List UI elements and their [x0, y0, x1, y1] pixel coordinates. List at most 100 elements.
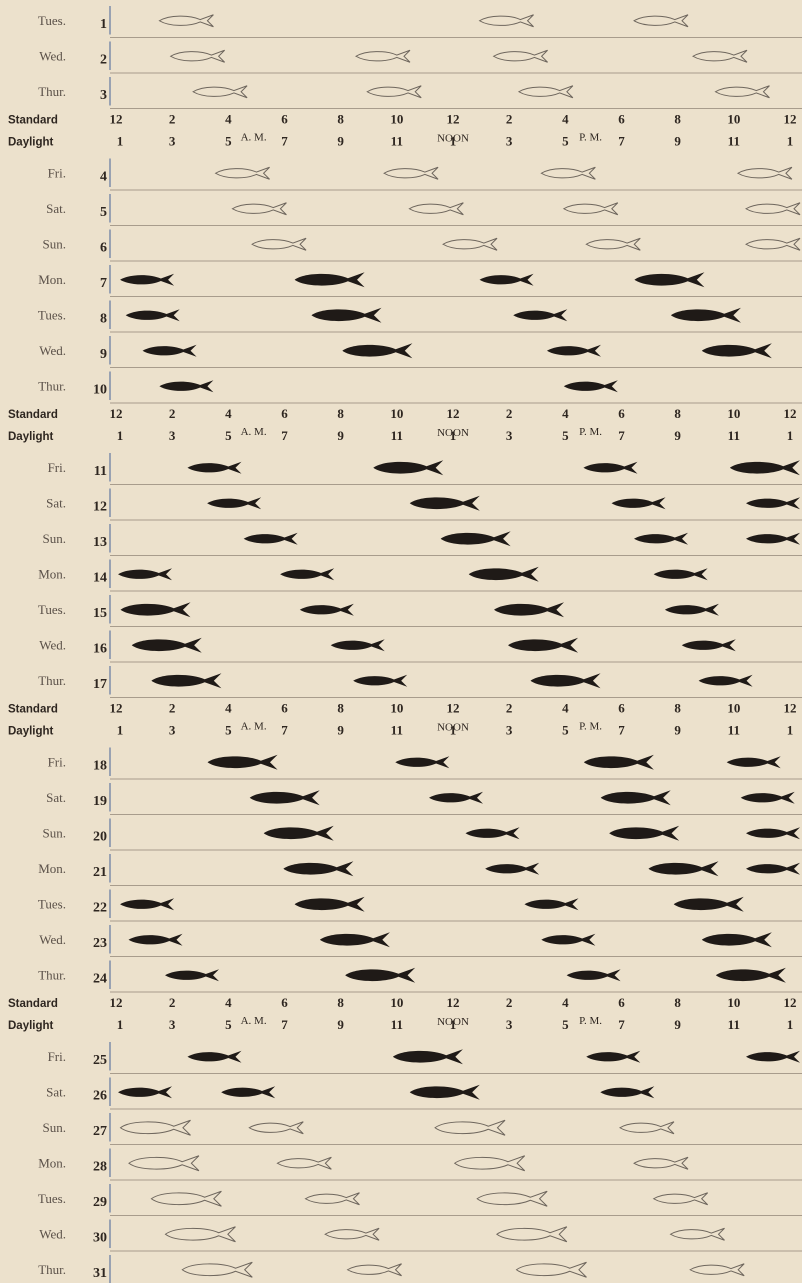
fish-mark — [524, 898, 579, 911]
fish-mark — [128, 933, 183, 946]
standard-tick-label: 2 — [506, 406, 513, 421]
fish-mark — [692, 49, 748, 63]
daylight-tick-label: 1 — [450, 723, 457, 738]
fish-mark — [689, 1263, 745, 1277]
fish-mark — [283, 861, 354, 877]
standard-tick-label: 10 — [727, 112, 740, 127]
fish-mark — [746, 532, 800, 545]
daylight-tick-label: 9 — [337, 723, 344, 738]
daylight-tick-label: 1 — [117, 1017, 124, 1032]
daylight-tick-label: 7 — [281, 723, 288, 738]
standard-tick-label: 4 — [562, 701, 569, 716]
pm-label: P. M. — [579, 721, 602, 733]
standard-tick-label: 10 — [390, 995, 403, 1010]
fish-mark — [729, 460, 800, 476]
day-label: Sun. — [43, 531, 66, 546]
daylight-tick-label: 11 — [728, 134, 740, 149]
pm-label: P. M. — [579, 132, 602, 144]
daylight-tick-label: 3 — [506, 723, 513, 738]
fish-mark — [280, 568, 335, 581]
fish-mark — [294, 896, 365, 912]
fish-mark — [319, 932, 390, 948]
fish-mark — [478, 14, 534, 28]
daylight-time-label: Daylight — [8, 1020, 54, 1032]
fish-mark — [251, 237, 307, 251]
fish-mark — [442, 237, 498, 251]
fish-mark — [434, 1119, 506, 1136]
day-label: Sat. — [46, 790, 66, 805]
daylight-tick-label: 1 — [787, 1017, 794, 1032]
daylight-tick-label: 9 — [337, 134, 344, 149]
fish-mark — [611, 497, 666, 510]
standard-tick-label: 6 — [618, 995, 625, 1010]
fish-mark — [701, 932, 772, 948]
fish-mark — [465, 827, 520, 840]
fish-mark — [120, 602, 191, 618]
standard-tick-label: 8 — [337, 406, 344, 421]
fish-mark — [150, 1190, 222, 1207]
fish-mark — [485, 862, 540, 875]
fish-mark — [383, 166, 439, 180]
fish-mark — [633, 14, 689, 28]
day-label: Fri. — [48, 754, 66, 769]
fish-mark — [409, 495, 480, 511]
day-label: Sun. — [43, 825, 66, 840]
date-label: 8 — [100, 311, 107, 326]
fish-mark — [745, 202, 801, 216]
date-label: 31 — [93, 1266, 107, 1281]
date-label: 26 — [93, 1088, 107, 1103]
daylight-tick-label: 9 — [674, 134, 681, 149]
standard-tick-label: 4 — [225, 701, 232, 716]
date-label: 19 — [93, 794, 107, 809]
day-label: Sat. — [46, 495, 66, 510]
standard-tick-label: 6 — [281, 701, 288, 716]
daylight-time-label: Daylight — [8, 137, 54, 149]
fish-mark — [345, 967, 416, 983]
fish-mark — [429, 791, 483, 804]
fish-mark — [633, 1156, 689, 1170]
fish-mark — [408, 202, 464, 216]
fish-mark — [634, 532, 689, 545]
fish-mark — [476, 1190, 548, 1207]
fish-mark — [740, 791, 795, 804]
fish-mark — [119, 1119, 191, 1136]
fish-mark — [701, 343, 772, 359]
fish-mark — [513, 309, 568, 322]
fish-mark — [698, 674, 753, 687]
pm-label: P. M. — [579, 1015, 602, 1027]
fish-mark — [664, 603, 719, 616]
standard-tick-label: 4 — [225, 995, 232, 1010]
fish-mark — [746, 1050, 800, 1063]
standard-tick-label: 12 — [110, 112, 123, 127]
daylight-tick-label: 1 — [450, 428, 457, 443]
fish-mark — [214, 166, 270, 180]
fish-mark — [609, 825, 680, 841]
fish-mark — [746, 497, 800, 510]
daylight-tick-label: 11 — [391, 428, 403, 443]
standard-tick-label: 6 — [281, 112, 288, 127]
standard-tick-label: 2 — [506, 995, 513, 1010]
day-label: Mon. — [38, 1155, 66, 1170]
fish-mark — [586, 1050, 641, 1063]
day-label: Thur. — [38, 967, 66, 982]
fish-mark — [670, 307, 741, 323]
fish-mark — [187, 461, 242, 474]
day-label: Sat. — [46, 201, 66, 216]
day-label: Tues. — [38, 896, 66, 911]
daylight-tick-label: 5 — [562, 723, 569, 738]
fish-mark — [583, 461, 638, 474]
date-label: 18 — [93, 758, 107, 773]
standard-tick-label: 4 — [562, 406, 569, 421]
fish-mark — [673, 896, 744, 912]
fish-mark — [120, 273, 175, 286]
standard-tick-label: 10 — [390, 112, 403, 127]
fish-mark — [249, 790, 320, 806]
date-label: 12 — [93, 499, 107, 514]
fish-mark — [342, 343, 413, 359]
standard-tick-label: 4 — [562, 995, 569, 1010]
day-label: Tues. — [38, 13, 66, 28]
standard-tick-label: 10 — [390, 701, 403, 716]
date-label: 7 — [100, 276, 107, 291]
standard-tick-label: 12 — [447, 701, 460, 716]
